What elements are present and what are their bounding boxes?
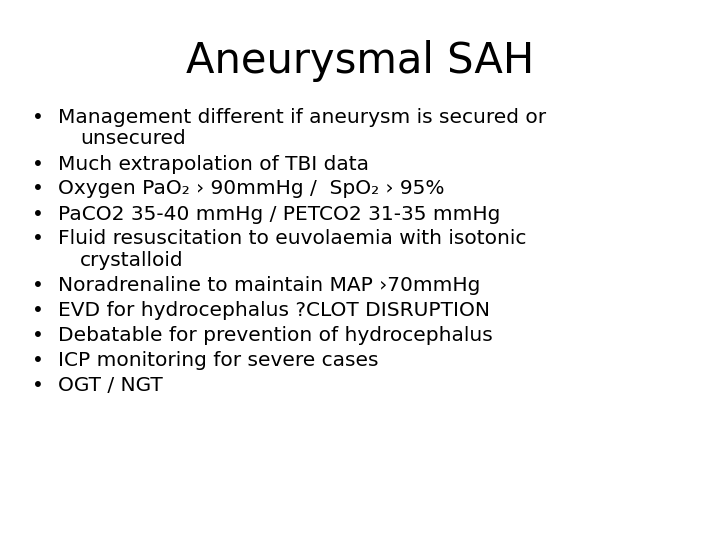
Text: unsecured: unsecured <box>80 130 186 148</box>
Text: Debatable for prevention of hydrocephalus: Debatable for prevention of hydrocephalu… <box>58 326 492 345</box>
Text: •: • <box>32 154 44 173</box>
Text: EVD for hydrocephalus ?CLOT DISRUPTION: EVD for hydrocephalus ?CLOT DISRUPTION <box>58 301 490 320</box>
Text: Management different if aneurysm is secured or: Management different if aneurysm is secu… <box>58 108 546 127</box>
Text: PaCO2 35-40 mmHg / PETCO2 31-35 mmHg: PaCO2 35-40 mmHg / PETCO2 31-35 mmHg <box>58 205 500 224</box>
Text: •: • <box>32 351 44 370</box>
Text: •: • <box>32 230 44 248</box>
Text: OGT / NGT: OGT / NGT <box>58 376 163 395</box>
Text: Aneurysmal SAH: Aneurysmal SAH <box>186 40 534 82</box>
Text: Much extrapolation of TBI data: Much extrapolation of TBI data <box>58 154 369 173</box>
Text: Oxygen PaO₂ › 90mmHg /  SpO₂ › 95%: Oxygen PaO₂ › 90mmHg / SpO₂ › 95% <box>58 179 444 199</box>
Text: •: • <box>32 205 44 224</box>
Text: Fluid resuscitation to euvolaemia with isotonic: Fluid resuscitation to euvolaemia with i… <box>58 230 526 248</box>
Text: •: • <box>32 376 44 395</box>
Text: •: • <box>32 326 44 345</box>
Text: •: • <box>32 276 44 295</box>
Text: Noradrenaline to maintain MAP ›70mmHg: Noradrenaline to maintain MAP ›70mmHg <box>58 276 480 295</box>
Text: ICP monitoring for severe cases: ICP monitoring for severe cases <box>58 351 379 370</box>
Text: •: • <box>32 108 44 127</box>
Text: crystalloid: crystalloid <box>80 251 184 270</box>
Text: •: • <box>32 301 44 320</box>
Text: •: • <box>32 179 44 199</box>
